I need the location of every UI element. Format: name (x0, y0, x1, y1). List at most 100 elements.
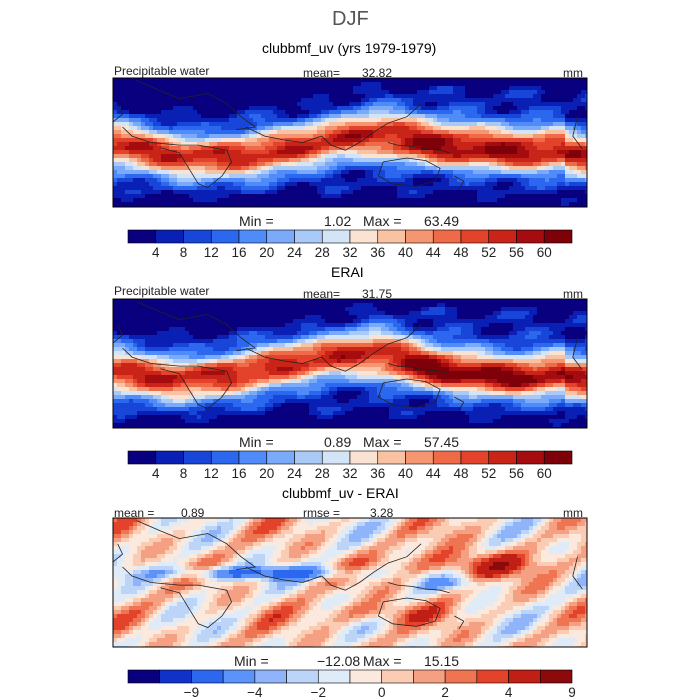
panel2-cell (285, 311, 290, 316)
panel1-cell (337, 158, 342, 163)
panel1-cell (337, 90, 342, 95)
panel1-cell (285, 130, 290, 135)
panel1-cell (485, 90, 490, 95)
panel1-cell (401, 138, 406, 143)
panel2-cell (477, 315, 482, 320)
panel1-cell (445, 94, 450, 99)
panel1-cell (529, 126, 534, 131)
panel1-cell (113, 122, 118, 127)
panel1-cell (129, 134, 134, 139)
panel1-cell (561, 170, 566, 175)
panel1-cell (405, 202, 410, 207)
panel1-cell (425, 170, 430, 175)
panel1-cell (233, 134, 238, 139)
panel2-cell (277, 327, 282, 332)
panel2-mean-value: 31.75 (362, 287, 393, 301)
panel1-cell (417, 194, 422, 199)
panel2-cell (165, 315, 170, 320)
panel1-cell (353, 82, 358, 87)
panel2-cell (385, 307, 390, 312)
panel1-cell (537, 110, 542, 115)
panel2-cell (389, 311, 394, 316)
panel1-cell (489, 170, 494, 175)
panel1-cell (133, 138, 138, 143)
panel2-cell (209, 331, 214, 336)
panel1-cell (205, 98, 210, 103)
panel1-cell (277, 122, 282, 127)
panel1-cell (153, 182, 158, 187)
panel1-cell (117, 102, 122, 107)
panel1-cell (297, 130, 302, 135)
panel1-cell (197, 126, 202, 131)
panel1-cell (573, 194, 578, 199)
panel1-cell (381, 98, 386, 103)
panel1-cell (417, 182, 422, 187)
panel1-cell (549, 102, 554, 107)
panel1-cell (429, 202, 434, 207)
panel1-cell (209, 170, 214, 175)
panel1-cell (169, 182, 174, 187)
panel2-cell (437, 307, 442, 312)
panel1-cell (529, 138, 534, 143)
panel1-cell (393, 178, 398, 183)
panel1-cell (525, 198, 530, 203)
panel1-cell (501, 146, 506, 151)
panel1-cell (373, 94, 378, 99)
panel2-cell (297, 307, 302, 312)
panel1-cell (445, 194, 450, 199)
panel1-cell (313, 170, 318, 175)
panel1-cell (413, 142, 418, 147)
panel1-cell (209, 162, 214, 167)
panel1-cell (341, 162, 346, 167)
panel1-cell (213, 110, 218, 115)
panel1-cell (413, 202, 418, 207)
panel1-cell (445, 158, 450, 163)
panel1-cell (325, 122, 330, 127)
panel1-cell (177, 94, 182, 99)
panel1-cell (369, 170, 374, 175)
panel2-cell (213, 315, 218, 320)
panel1-cell (141, 174, 146, 179)
panel1-cell (485, 142, 490, 147)
panel2-cell (337, 319, 342, 324)
panel2-cell (437, 311, 442, 316)
panel1-cell (365, 186, 370, 191)
panel1-cell (173, 158, 178, 163)
panel3-max-label: Max = (363, 653, 402, 669)
panel1-cell (285, 186, 290, 191)
panel1-cell (125, 94, 130, 99)
panel1-cell (121, 146, 126, 151)
panel1-cell (233, 146, 238, 151)
panel1-cell (405, 134, 410, 139)
panel1-cell (553, 126, 558, 131)
panel1-cell (229, 178, 234, 183)
panel1-cell (349, 78, 354, 83)
panel1-cell (137, 98, 142, 103)
panel2-cell (177, 307, 182, 312)
panel2-cell (369, 311, 374, 316)
panel1-cell (249, 162, 254, 167)
panel1-cell (521, 114, 526, 119)
panel2-cell (385, 299, 390, 304)
panel1-cell (453, 94, 458, 99)
panel1-cell (449, 78, 454, 83)
panel1-cell (421, 170, 426, 175)
panel1-cell (113, 174, 118, 179)
panel1-cell (145, 98, 150, 103)
panel2-cell (241, 331, 246, 336)
panel1-cell (117, 158, 122, 163)
panel1-cell (153, 134, 158, 139)
panel1-cell (573, 134, 578, 139)
panel1-cell (561, 182, 566, 187)
panel1-cell (161, 122, 166, 127)
panel2-cell (121, 319, 126, 324)
panel1-colorbar-tick: 56 (509, 245, 524, 260)
panel2-cell (149, 319, 154, 324)
panel1-cell (169, 130, 174, 135)
panel1-cell (509, 190, 514, 195)
panel1-cell (185, 170, 190, 175)
panel1-cell (293, 114, 298, 119)
panel2-cell (225, 315, 230, 320)
panel1-cell (405, 130, 410, 135)
panel1-cell (477, 182, 482, 187)
